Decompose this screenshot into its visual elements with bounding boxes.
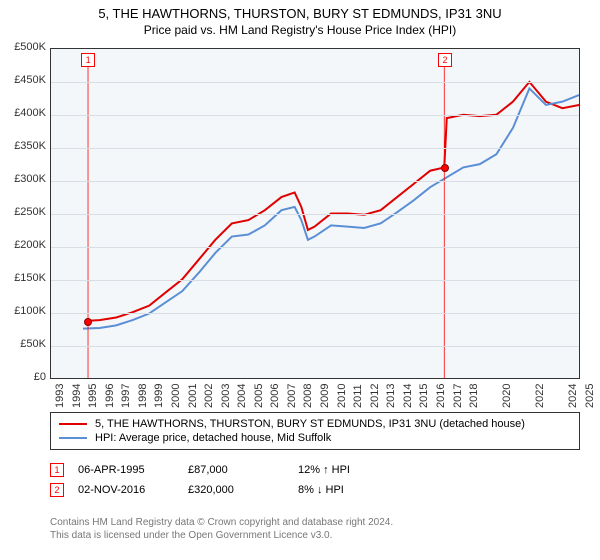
- data-point-icon: [84, 318, 92, 326]
- x-tick-label: 2014: [402, 384, 414, 408]
- x-tick-label: 2010: [336, 384, 348, 408]
- event-row: 2 02-NOV-2016 £320,000 8% ↓ HPI: [50, 480, 580, 500]
- legend-label: HPI: Average price, detached house, Mid …: [95, 432, 331, 444]
- y-tick-label: £350K: [2, 140, 46, 152]
- x-tick-label: 2013: [385, 384, 397, 408]
- x-tick-label: 2012: [369, 384, 381, 408]
- y-tick-label: £500K: [2, 41, 46, 53]
- y-tick-label: £400K: [2, 107, 46, 119]
- chart-plot-area: 12: [50, 48, 580, 378]
- legend-label: 5, THE HAWTHORNS, THURSTON, BURY ST EDMU…: [95, 418, 525, 430]
- x-tick-label: 1994: [71, 384, 83, 408]
- event-price: £87,000: [188, 464, 298, 476]
- x-tick-label: 2017: [452, 384, 464, 408]
- gridline: [50, 181, 579, 182]
- x-tick-label: 1993: [54, 384, 66, 408]
- x-tick-label: 2006: [269, 384, 281, 408]
- event-marker-icon: 2: [50, 483, 64, 497]
- x-tick-label: 2025: [584, 384, 596, 408]
- data-point-icon: [441, 164, 449, 172]
- y-tick-label: £300K: [2, 173, 46, 185]
- legend-item: 5, THE HAWTHORNS, THURSTON, BURY ST EDMU…: [59, 417, 571, 431]
- event-row: 1 06-APR-1995 £87,000 12% ↑ HPI: [50, 460, 580, 480]
- y-axis-line: [50, 48, 51, 378]
- x-tick-label: 2008: [302, 384, 314, 408]
- y-tick-label: £450K: [2, 74, 46, 86]
- x-tick-label: 1997: [120, 384, 132, 408]
- y-tick-label: £250K: [2, 206, 46, 218]
- legend: 5, THE HAWTHORNS, THURSTON, BURY ST EDMU…: [50, 412, 580, 450]
- chart-title: 5, THE HAWTHORNS, THURSTON, BURY ST EDMU…: [0, 0, 600, 21]
- event-marker-icon: 1: [50, 463, 64, 477]
- x-tick-label: 1999: [153, 384, 165, 408]
- chart-subtitle: Price paid vs. HM Land Registry's House …: [0, 21, 600, 37]
- x-tick-label: 2024: [567, 384, 579, 408]
- x-tick-label: 2009: [319, 384, 331, 408]
- x-tick-label: 2003: [220, 384, 232, 408]
- event-table: 1 06-APR-1995 £87,000 12% ↑ HPI 2 02-NOV…: [50, 460, 580, 500]
- y-tick-label: £100K: [2, 305, 46, 317]
- y-tick-label: £50K: [2, 338, 46, 350]
- gridline: [50, 214, 579, 215]
- x-tick-label: 2016: [435, 384, 447, 408]
- chart-marker: 2: [438, 53, 452, 67]
- gridline: [50, 346, 579, 347]
- footer-attribution: Contains HM Land Registry data © Crown c…: [50, 516, 580, 542]
- x-tick-label: 2007: [286, 384, 298, 408]
- gridline: [50, 247, 579, 248]
- series-line: [83, 88, 579, 328]
- event-date: 06-APR-1995: [78, 464, 188, 476]
- gridline: [50, 280, 579, 281]
- series-line: [88, 82, 579, 321]
- x-tick-label: 2001: [187, 384, 199, 408]
- x-tick-label: 2018: [468, 384, 480, 408]
- y-tick-label: £150K: [2, 272, 46, 284]
- event-delta: 8% ↓ HPI: [298, 484, 408, 496]
- gridline: [50, 82, 579, 83]
- event-date: 02-NOV-2016: [78, 484, 188, 496]
- legend-swatch-1: [59, 423, 87, 425]
- gridline: [50, 115, 579, 116]
- x-tick-label: 2005: [253, 384, 265, 408]
- x-tick-label: 1996: [104, 384, 116, 408]
- x-tick-label: 2000: [170, 384, 182, 408]
- event-price: £320,000: [188, 484, 298, 496]
- x-axis-line: [50, 378, 580, 379]
- gridline: [50, 313, 579, 314]
- x-tick-label: 2015: [418, 384, 430, 408]
- event-delta: 12% ↑ HPI: [298, 464, 408, 476]
- y-tick-label: £200K: [2, 239, 46, 251]
- x-tick-label: 2022: [534, 384, 546, 408]
- gridline: [50, 148, 579, 149]
- legend-swatch-2: [59, 437, 87, 439]
- x-tick-label: 2020: [501, 384, 513, 408]
- x-tick-label: 1995: [87, 384, 99, 408]
- x-tick-label: 2002: [203, 384, 215, 408]
- footer-line: This data is licensed under the Open Gov…: [50, 529, 580, 542]
- chart-marker: 1: [81, 53, 95, 67]
- footer-line: Contains HM Land Registry data © Crown c…: [50, 516, 580, 529]
- x-tick-label: 2004: [236, 384, 248, 408]
- legend-item: HPI: Average price, detached house, Mid …: [59, 431, 571, 445]
- y-tick-label: £0: [2, 371, 46, 383]
- x-tick-label: 2011: [352, 384, 364, 408]
- x-tick-label: 1998: [137, 384, 149, 408]
